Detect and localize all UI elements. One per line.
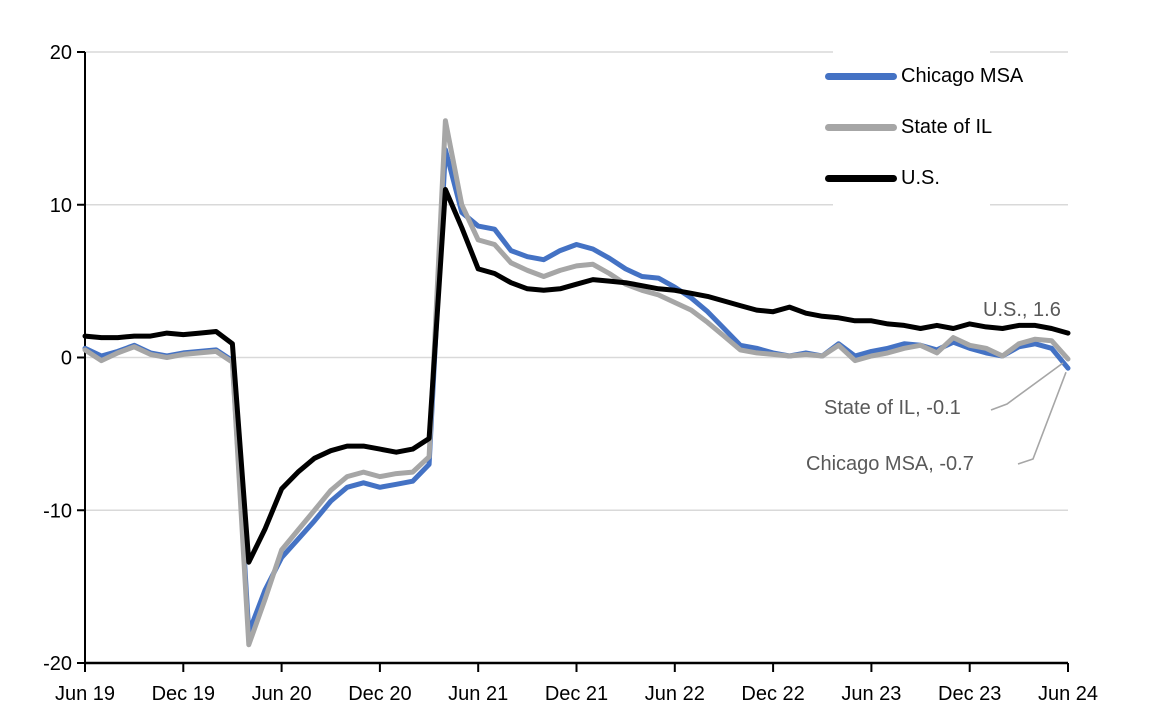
series-line-u-s- [82, 187, 1071, 565]
leader-line-chicago-msa [1017, 371, 1067, 465]
leader-line-state-of-il [990, 362, 1064, 411]
annotation-state-of-il-endpoint: State of IL, -0.1 [824, 397, 961, 419]
x-tick-label: Jun 24 [1038, 683, 1098, 705]
x-tick-label: Dec 20 [348, 683, 411, 705]
annotation-chicago-msa-endpoint: Chicago MSA, -0.7 [806, 453, 974, 475]
x-tick-label: Dec 23 [938, 683, 1001, 705]
legend-item-us: U.S. [825, 165, 940, 191]
x-tick-label: Jun 19 [55, 683, 115, 705]
legend-swatch-chicago-msa [825, 72, 897, 80]
y-tick-label: 0 [61, 348, 72, 370]
legend-label-state-of-il: State of IL [901, 115, 993, 138]
x-tick-label: Jun 22 [645, 683, 705, 705]
y-tick-label: 20 [50, 42, 72, 64]
legend-item-state-of-il: State of IL [825, 114, 992, 140]
legend-label-us: U.S. [901, 166, 940, 189]
x-tick-label: Dec 19 [152, 683, 215, 705]
legend-item-chicago-msa: Chicago MSA [825, 63, 1023, 89]
series-line-state-of-il [82, 118, 1071, 648]
x-tick-label: Jun 21 [448, 683, 508, 705]
legend-label-chicago-msa: Chicago MSA [901, 64, 1024, 87]
annotation-us-endpoint: U.S., 1.6 [983, 299, 1061, 321]
x-tick-label: Dec 22 [741, 683, 804, 705]
x-tick-label: Jun 20 [252, 683, 312, 705]
y-tick-label: -20 [43, 653, 72, 675]
x-tick-label: Jun 23 [841, 683, 901, 705]
legend-swatch-us [825, 174, 897, 182]
x-tick-label: Dec 21 [545, 683, 608, 705]
legend-swatch-state-of-il [825, 123, 897, 131]
y-tick-label: -10 [43, 500, 72, 522]
y-tick-label: 10 [50, 195, 72, 217]
